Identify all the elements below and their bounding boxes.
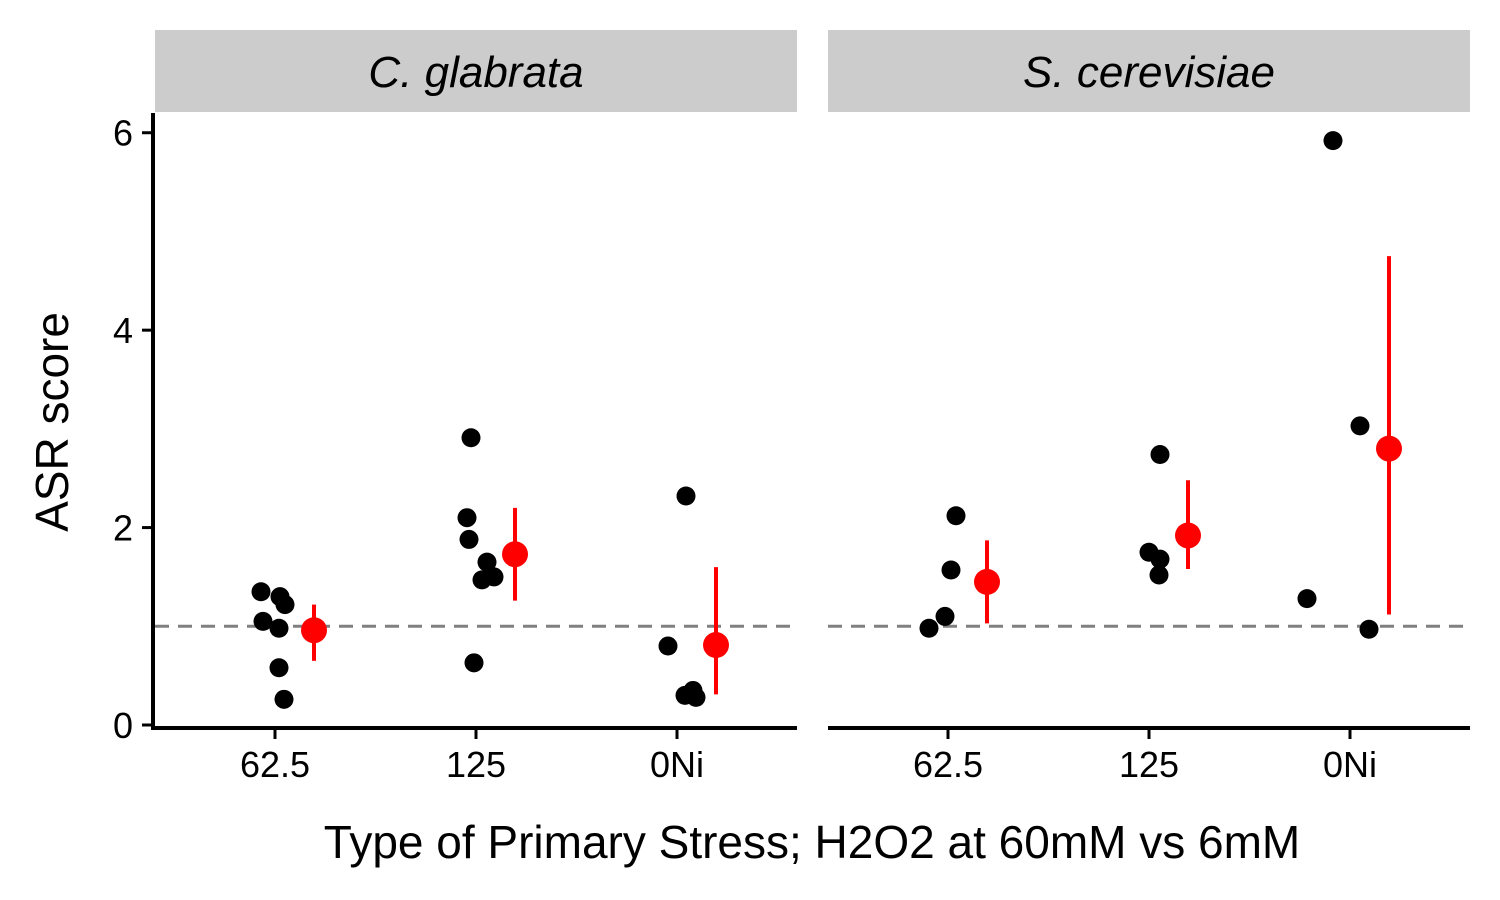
y-tick-label: 4 bbox=[113, 310, 133, 351]
data-point bbox=[251, 582, 271, 602]
y-axis: 0 2 4 6 bbox=[113, 113, 155, 746]
data-point bbox=[919, 618, 939, 638]
mean-point bbox=[502, 541, 528, 568]
mean-point bbox=[301, 617, 327, 644]
data-point bbox=[1359, 619, 1379, 639]
data-point bbox=[1323, 131, 1343, 151]
y-tick-label: 2 bbox=[113, 508, 133, 549]
data-point bbox=[464, 653, 484, 673]
facet-strip-label: C. glabrata bbox=[368, 48, 583, 97]
data-point bbox=[1350, 416, 1370, 436]
data-point bbox=[477, 552, 497, 572]
panel-s-cerevisiae: S. cerevisiae 62.5 125 0Ni bbox=[828, 30, 1470, 785]
mean-point bbox=[1376, 435, 1402, 462]
data-point bbox=[658, 636, 678, 656]
x-tick-label: 62.5 bbox=[240, 744, 310, 785]
data-point bbox=[1149, 565, 1169, 585]
y-axis-title: ASR score bbox=[26, 312, 78, 532]
data-point bbox=[935, 606, 955, 626]
facet-strip bbox=[828, 30, 1470, 112]
x-tick-label: 125 bbox=[1119, 744, 1179, 785]
data-point bbox=[459, 529, 479, 549]
mean-point bbox=[703, 632, 729, 659]
facet-strip bbox=[155, 30, 797, 112]
mean-point bbox=[1175, 522, 1201, 549]
mean-point bbox=[974, 568, 1000, 595]
panel-c-glabrata: C. glabrata 62.5 125 0Ni bbox=[155, 30, 797, 785]
data-point bbox=[946, 506, 966, 526]
data-point bbox=[1150, 445, 1170, 465]
data-point bbox=[269, 618, 289, 638]
data-point bbox=[275, 595, 295, 615]
data-point bbox=[686, 687, 706, 707]
x-tick-label: 0Ni bbox=[1323, 744, 1377, 785]
data-point bbox=[941, 560, 961, 580]
data-point bbox=[676, 486, 696, 506]
x-tick-label: 0Ni bbox=[650, 744, 704, 785]
y-tick-label: 0 bbox=[113, 705, 133, 746]
data-point bbox=[1150, 549, 1170, 569]
data-point bbox=[472, 570, 492, 590]
data-point bbox=[269, 658, 289, 678]
facet-strip-label: S. cerevisiae bbox=[1023, 48, 1275, 97]
data-point bbox=[461, 428, 481, 448]
x-axis-title: Type of Primary Stress; H2O2 at 60mM vs … bbox=[324, 816, 1300, 868]
y-tick-label: 6 bbox=[113, 113, 133, 154]
data-point bbox=[1297, 589, 1317, 609]
data-point bbox=[274, 689, 294, 709]
x-tick-label: 62.5 bbox=[913, 744, 983, 785]
x-tick-label: 125 bbox=[446, 744, 506, 785]
panels-layer: C. glabrata 62.5 125 0Ni S. cerevisiae 62.5 12… bbox=[155, 30, 1470, 785]
data-point bbox=[457, 508, 477, 528]
data-point bbox=[253, 611, 273, 631]
